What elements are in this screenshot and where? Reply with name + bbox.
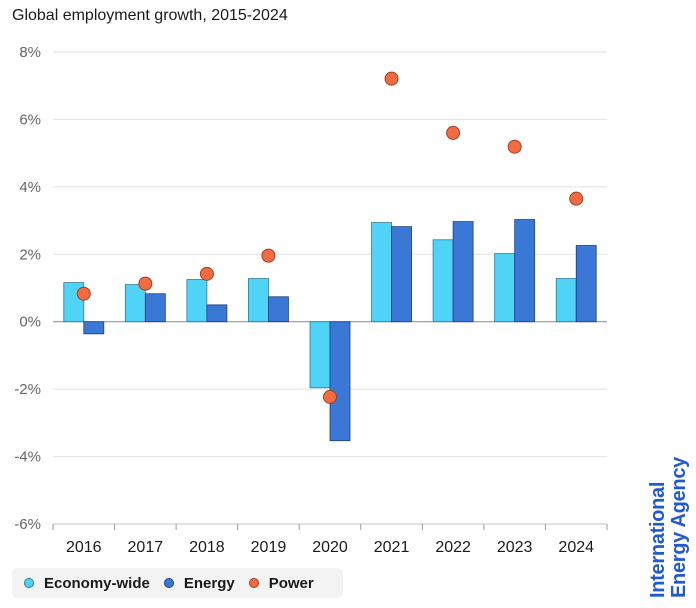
bar-economy-wide [124, 284, 146, 323]
y-tick-label: 0% [19, 314, 41, 331]
legend-label: Energy [183, 574, 235, 592]
y-tick-label: 2% [19, 246, 41, 263]
x-tick-label: 2021 [374, 539, 410, 556]
y-tick-label: -6% [14, 516, 41, 533]
y-tick-label: -4% [14, 449, 41, 466]
legend-dot-economy-wide [24, 578, 34, 588]
legend-item-economy-wide[interactable]: Economy-wide [24, 575, 150, 592]
y-tick-label: 4% [19, 179, 41, 196]
point-power [138, 276, 153, 291]
point-power [384, 71, 399, 86]
bar-energy [575, 245, 597, 323]
bar-energy [452, 221, 474, 323]
point-power [199, 266, 214, 281]
y-tick-label: 6% [19, 111, 41, 128]
x-tick-label: 2020 [312, 539, 348, 556]
point-power [76, 286, 91, 301]
bar-energy [206, 304, 228, 323]
point-power [323, 389, 337, 404]
chart-title: Global employment growth, 2015-2024 [12, 7, 288, 24]
bar-economy-wide [371, 222, 392, 323]
bar-energy [514, 219, 536, 323]
bar-economy-wide [248, 278, 269, 323]
x-tick-label: 2024 [558, 539, 594, 556]
x-tick-label: 2019 [251, 539, 287, 556]
y-tick-label: -2% [14, 381, 41, 398]
bar-energy [144, 293, 166, 323]
x-tick-label: 2023 [497, 539, 533, 556]
x-tick-label: 2018 [189, 539, 225, 556]
logo-line-1: International [647, 481, 669, 598]
point-power [507, 139, 522, 154]
x-tick-label: 2016 [66, 539, 102, 556]
legend-item-energy[interactable]: Energy [163, 574, 235, 592]
bar-economy-wide [186, 279, 208, 323]
bar-economy-wide [555, 278, 577, 323]
bar-energy [329, 321, 351, 442]
x-tick-label: 2022 [435, 539, 471, 556]
point-power [569, 191, 584, 206]
x-tick-label: 2017 [128, 539, 164, 556]
legend: Economy-wide Energy Power [12, 568, 343, 598]
bar-energy [83, 321, 105, 335]
legend-dot-power [248, 578, 259, 588]
point-power [446, 125, 461, 140]
bar-economy-wide [432, 239, 454, 323]
iea-logo: International Energy Agency [647, 457, 690, 598]
bar-energy [268, 296, 289, 323]
point-power [261, 248, 276, 263]
legend-label: Power [268, 574, 314, 592]
bar-economy-wide [494, 253, 516, 323]
legend-dot-energy [163, 578, 174, 588]
logo-line-2: Energy Agency [668, 457, 690, 598]
y-tick-label: 8% [19, 44, 41, 61]
legend-item-power[interactable]: Power [248, 574, 314, 592]
bar-economy-wide [309, 321, 331, 389]
bar-energy [391, 226, 412, 323]
legend-label: Economy-wide [44, 574, 150, 592]
